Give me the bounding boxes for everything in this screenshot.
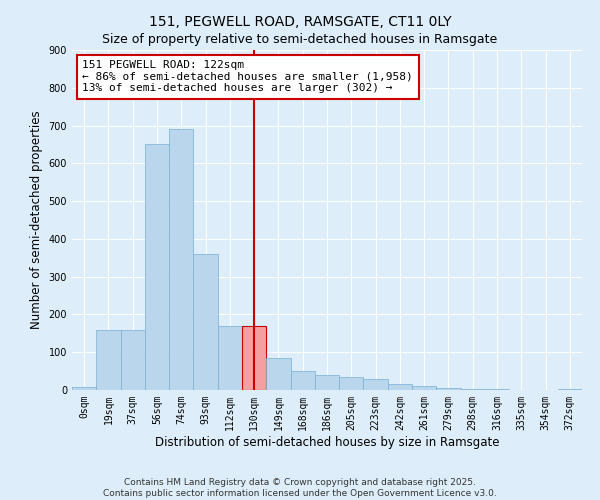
Bar [339,377,364,390]
Bar [412,386,436,390]
Bar [242,326,266,390]
Bar [558,389,582,390]
Bar [72,387,96,390]
Bar [290,371,315,390]
Bar [461,389,485,390]
Bar [364,378,388,390]
X-axis label: Distribution of semi-detached houses by size in Ramsgate: Distribution of semi-detached houses by … [155,436,499,448]
Bar [145,144,169,390]
Y-axis label: Number of semi-detached properties: Number of semi-detached properties [30,110,43,330]
Bar [266,358,290,390]
Text: Contains HM Land Registry data © Crown copyright and database right 2025.
Contai: Contains HM Land Registry data © Crown c… [103,478,497,498]
Text: 151, PEGWELL ROAD, RAMSGATE, CT11 0LY: 151, PEGWELL ROAD, RAMSGATE, CT11 0LY [149,15,451,29]
Text: 151 PEGWELL ROAD: 122sqm
← 86% of semi-detached houses are smaller (1,958)
13% o: 151 PEGWELL ROAD: 122sqm ← 86% of semi-d… [82,60,413,94]
Bar [121,330,145,390]
Bar [193,254,218,390]
Bar [96,330,121,390]
Bar [388,384,412,390]
Bar [315,375,339,390]
Bar [169,130,193,390]
Bar [485,389,509,390]
Bar [436,388,461,390]
Text: Size of property relative to semi-detached houses in Ramsgate: Size of property relative to semi-detach… [103,32,497,46]
Bar [218,326,242,390]
